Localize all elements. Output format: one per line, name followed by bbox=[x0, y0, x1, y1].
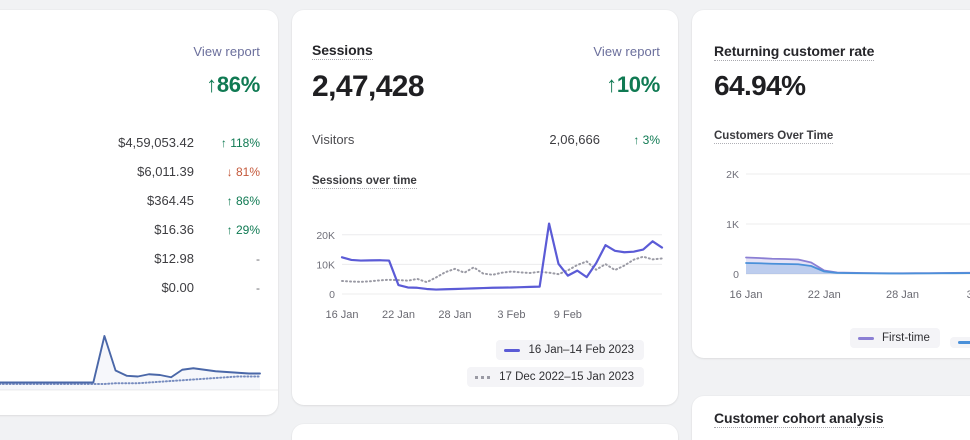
row-delta: ↓ 81% bbox=[194, 165, 260, 179]
visitors-value: 2,06,666 bbox=[549, 132, 600, 147]
sessions-over-time-chart: 0 10K 20K 16 Jan 22 Jan 28 Jan 3 Feb 9 Feb bbox=[302, 206, 668, 331]
card-sessions-body: Sessions View report 2,47,428 ↑10% Visit… bbox=[292, 10, 678, 405]
visitors-delta: ↑ 3% bbox=[600, 133, 660, 147]
sales-big-delta: ↑86% bbox=[206, 72, 260, 98]
sessions-big-delta-value: 10% bbox=[616, 72, 660, 97]
sparkline-svg bbox=[0, 335, 278, 391]
row-label: e for iPhone bbox=[0, 251, 74, 266]
sessions-chart-svg: 0 10K 20K 16 Jan 22 Jan 28 Jan 3 Feb 9 Feb bbox=[316, 222, 664, 321]
svg-text:1K: 1K bbox=[726, 219, 739, 231]
row-delta: - bbox=[256, 280, 260, 295]
row-delta: ↑ 29% bbox=[194, 223, 260, 237]
sessions-big-value: 2,47,428 bbox=[312, 70, 425, 103]
legend-line-dotted-icon bbox=[475, 375, 492, 379]
row-delta: ↑ 86% bbox=[194, 194, 260, 208]
sales-big-delta-value: 86% bbox=[216, 72, 260, 97]
legend-item-returning[interactable] bbox=[949, 337, 970, 348]
card-returning-customer-rate: Returning customer rate 64.94% Customers… bbox=[692, 10, 970, 358]
row-delta: ↑ 118% bbox=[194, 136, 260, 150]
row-label: & Exchanges bbox=[0, 222, 74, 237]
legend-label: 17 Dec 2022–15 Jan 2023 bbox=[499, 371, 634, 383]
customers-over-time-chart: 0 1K 2K 16 Jan 22 Jan 28 Jan 3 Feb bbox=[704, 150, 970, 305]
row-delta-value: 118% bbox=[230, 135, 260, 150]
svg-text:0: 0 bbox=[329, 289, 335, 301]
sales-breakdown-list: $4,59,053.42 ↑ 118% $6,011.39 ↓ 81% bbox=[0, 128, 260, 302]
table-row[interactable]: e for iPhone $12.98 - bbox=[0, 244, 260, 273]
arrow-up-icon: ↑ bbox=[633, 132, 640, 147]
view-report-link-sessions[interactable]: View report bbox=[593, 44, 660, 59]
arrow-up-icon: ↑ bbox=[606, 72, 617, 97]
returning-customer-rate-value: 64.94% bbox=[714, 70, 806, 101]
legend-label: First-time bbox=[882, 332, 930, 344]
row-delta-value: 29% bbox=[235, 222, 260, 237]
svg-text:3 Feb: 3 Feb bbox=[967, 289, 970, 301]
sessions-title: Sessions bbox=[312, 42, 373, 60]
row-delta: - bbox=[256, 251, 260, 266]
row-value: $364.45 bbox=[147, 193, 194, 208]
card-sales-body: View report 58.60 ↑86% $4,59,053.42 ↑ 11… bbox=[0, 10, 278, 415]
customers-chart-svg: 0 1K 2K 16 Jan 22 Jan 28 Jan 3 Feb bbox=[726, 169, 970, 301]
arrow-up-icon: ↑ bbox=[226, 222, 233, 237]
sessions-legend: 16 Jan–14 Feb 2023 17 Dec 2022–15 Jan 20… bbox=[467, 340, 644, 387]
legend-line-blue-icon bbox=[957, 341, 970, 344]
row-value: $12.98 bbox=[154, 251, 194, 266]
sessions-big-delta: ↑10% bbox=[606, 72, 660, 98]
table-row[interactable]: $364.45 ↑ 86% bbox=[0, 186, 260, 215]
customer-cohort-analysis-title: Customer cohort analysis bbox=[714, 410, 884, 428]
legend-label: 16 Jan–14 Feb 2023 bbox=[528, 344, 634, 356]
table-row[interactable]: & Exchanges $16.36 ↑ 29% bbox=[0, 215, 260, 244]
customers-over-time-label: Customers Over Time bbox=[714, 130, 834, 144]
svg-text:2K: 2K bbox=[726, 169, 739, 181]
table-row[interactable]: $0.00 - bbox=[0, 273, 260, 302]
svg-text:22 Jan: 22 Jan bbox=[382, 309, 415, 321]
sessions-over-time-label: Sessions over time bbox=[312, 175, 417, 189]
legend-line-solid-icon bbox=[504, 348, 521, 352]
svg-text:28 Jan: 28 Jan bbox=[438, 309, 471, 321]
svg-text:3 Feb: 3 Feb bbox=[497, 309, 525, 321]
legend-item-current[interactable]: 16 Jan–14 Feb 2023 bbox=[496, 340, 644, 360]
legend-line-purple-icon bbox=[858, 336, 874, 340]
row-delta-value: 81% bbox=[235, 164, 260, 179]
table-row[interactable]: $4,59,053.42 ↑ 118% bbox=[0, 128, 260, 157]
visitors-row: Visitors 2,06,666 ↑ 3% bbox=[312, 132, 660, 147]
svg-text:10K: 10K bbox=[316, 259, 335, 271]
svg-text:9 Feb: 9 Feb bbox=[554, 309, 582, 321]
svg-text:20K: 20K bbox=[316, 230, 335, 242]
row-value: $4,59,053.42 bbox=[118, 135, 194, 150]
row-value: $0.00 bbox=[161, 280, 194, 295]
arrow-up-icon: ↑ bbox=[220, 135, 227, 150]
view-report-link-sales[interactable]: View report bbox=[193, 44, 260, 59]
row-value: $16.36 bbox=[154, 222, 194, 237]
arrow-down-icon: ↓ bbox=[226, 164, 233, 179]
svg-text:28 Jan: 28 Jan bbox=[886, 289, 919, 301]
row-delta-value: 86% bbox=[235, 193, 260, 208]
returning-customer-rate-title: Returning customer rate bbox=[714, 43, 875, 61]
svg-text:16 Jan: 16 Jan bbox=[325, 309, 358, 321]
card-sessions: Sessions View report 2,47,428 ↑10% Visit… bbox=[292, 10, 678, 405]
row-value: $6,011.39 bbox=[137, 164, 194, 179]
svg-text:22 Jan: 22 Jan bbox=[808, 289, 841, 301]
card-returning-body: Returning customer rate 64.94% Customers… bbox=[692, 10, 970, 358]
card-bottom-middle bbox=[292, 424, 678, 440]
customers-legend: First-time bbox=[850, 328, 970, 348]
svg-text:16 Jan: 16 Jan bbox=[729, 289, 762, 301]
legend-item-compare[interactable]: 17 Dec 2022–15 Jan 2023 bbox=[467, 367, 644, 387]
sales-sparkline-chart bbox=[0, 295, 278, 415]
visitors-label: Visitors bbox=[312, 132, 355, 147]
legend-item-first-time[interactable]: First-time bbox=[850, 328, 940, 348]
arrow-up-icon: ↑ bbox=[226, 193, 233, 208]
card-sales-summary: View report 58.60 ↑86% $4,59,053.42 ↑ 11… bbox=[0, 10, 278, 415]
svg-text:0: 0 bbox=[733, 269, 739, 281]
table-row[interactable]: $6,011.39 ↓ 81% bbox=[0, 157, 260, 186]
card-customer-cohort-analysis: Customer cohort analysis bbox=[692, 396, 970, 440]
arrow-up-icon: ↑ bbox=[206, 72, 217, 97]
visitors-delta-value: 3% bbox=[642, 132, 660, 147]
